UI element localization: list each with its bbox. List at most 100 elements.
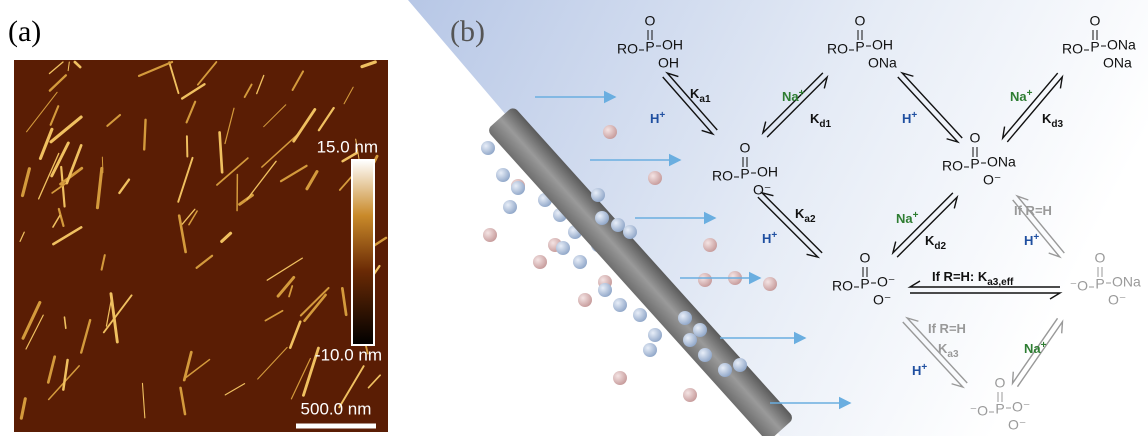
label-sup: + [911,110,917,121]
species-right: ONa [987,154,1016,170]
ion-sphere [623,225,637,239]
ion-sphere [698,273,712,287]
species-center: P [1090,39,1099,55]
ion-sphere [503,200,517,214]
label-main: Na [1010,89,1027,104]
ion-sphere [511,181,525,195]
label-main: If R=H [1014,203,1052,218]
label-sub: a3 [947,349,959,360]
species-right: OH [662,37,683,53]
ion-sphere [718,363,732,377]
ion-sphere [698,348,712,362]
label-sup: + [921,362,927,373]
colorbar-max: 15.0 nm [317,137,378,156]
colorbar [352,160,374,345]
species-top: O [970,130,981,146]
species-left: RO [832,278,853,294]
ion-sphere [733,358,747,372]
label-main: H [762,231,771,246]
species-center: P [855,39,864,55]
species-center: P [860,276,869,292]
label-sub: a1 [699,94,711,105]
label-sup: + [659,110,665,121]
ion-sphere [595,211,609,225]
label-sup: + [1027,88,1033,99]
equilibrium-label: If R=H [928,321,966,336]
species-top: O [995,375,1006,391]
ion-sphere [591,188,605,202]
label-sup: + [771,230,777,241]
panel-label: (b) [450,15,485,48]
ion-sphere [578,293,592,307]
species-center: P [740,166,749,182]
label-sup: + [1033,232,1039,243]
species-top: O [860,250,871,266]
species-center: P [970,156,979,172]
species-right: ONa [1107,37,1136,53]
species-top: O [645,13,656,29]
species-left: RO [827,41,848,57]
label-sub: a3,eff [987,277,1014,288]
fibril [144,120,145,150]
label-main: If R=H: K [932,269,988,284]
ion-sphere [603,125,617,139]
label-main: Na [1024,341,1041,356]
label-sup: + [913,210,919,221]
ion-sphere [763,277,777,291]
fibril [102,157,103,172]
species-bottom: ONa [868,55,897,71]
ion-sphere [556,241,570,255]
label-sub: d3 [1051,119,1063,130]
equilibrium-label: If R=H [1014,203,1052,218]
ion-sphere [611,218,625,232]
species-bottom: OH [658,55,679,71]
label-sub: d2 [934,241,946,252]
species-right: O⁻ [1012,399,1030,415]
ion-sphere [613,298,627,312]
ion-sphere [703,238,717,252]
ion-sphere [683,333,697,347]
ion-sphere [648,171,662,185]
species-center: P [645,39,654,55]
ion-sphere [483,228,497,242]
species-top: O [740,140,751,156]
ion-sphere [613,371,627,385]
ion-sphere [533,255,547,269]
colorbar-min: -10.0 nm [315,345,382,364]
label-sub: d1 [819,119,831,130]
species-right: ONa [1112,274,1141,290]
label-main: H [1024,233,1033,248]
label-main: If R=H [928,321,966,336]
species-right: OH [757,164,778,180]
ion-sphere [683,388,697,402]
figure: (a) (b) 15.0 nm -10.0 nm 500.0 nm POROOH… [0,0,1148,436]
label-main: H [902,111,911,126]
ion-sphere [481,141,495,155]
species-right: OH [872,37,893,53]
species-left: RO [1062,41,1083,57]
species-center: P [1095,276,1104,292]
species-bottom: O⁻ [1008,417,1026,433]
ion-sphere [598,283,612,297]
ion-sphere [693,323,707,337]
label-main: Na [896,211,913,226]
species-bottom: O⁻ [873,292,891,308]
ion-sphere [496,168,510,182]
species-left: ⁻O [970,403,988,419]
species-left: ⁻O [1070,278,1088,294]
species-bottom: O⁻ [753,182,771,198]
species-top: O [1090,13,1101,29]
label-main: Na [782,89,799,104]
label-sup: + [1041,340,1047,351]
species-top: O [855,13,866,29]
species-bottom: O⁻ [983,172,1001,188]
label-main: H [650,111,659,126]
ion-sphere [648,328,662,342]
species-left: RO [942,158,963,174]
species-right: O⁻ [877,274,895,290]
species-bottom: O⁻ [1108,292,1126,308]
ion-sphere [573,255,587,269]
ion-sphere [678,311,692,325]
panel-label: (a) [8,15,41,48]
label-sup: + [799,88,805,99]
